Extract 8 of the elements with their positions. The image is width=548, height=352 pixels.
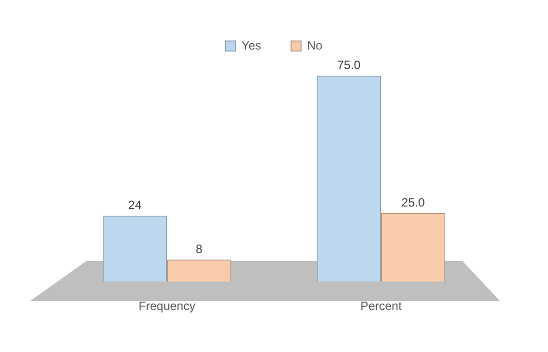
x-tick-label: Frequency: [138, 299, 196, 314]
data-label: 24: [128, 198, 142, 212]
data-label: 25.0: [401, 195, 426, 210]
legend-label: No: [307, 38, 323, 52]
legend-label: Yes: [242, 38, 262, 52]
x-tick-label: Percent: [360, 299, 402, 314]
data-label: 8: [196, 242, 203, 256]
data-label: 75.0: [337, 58, 361, 72]
